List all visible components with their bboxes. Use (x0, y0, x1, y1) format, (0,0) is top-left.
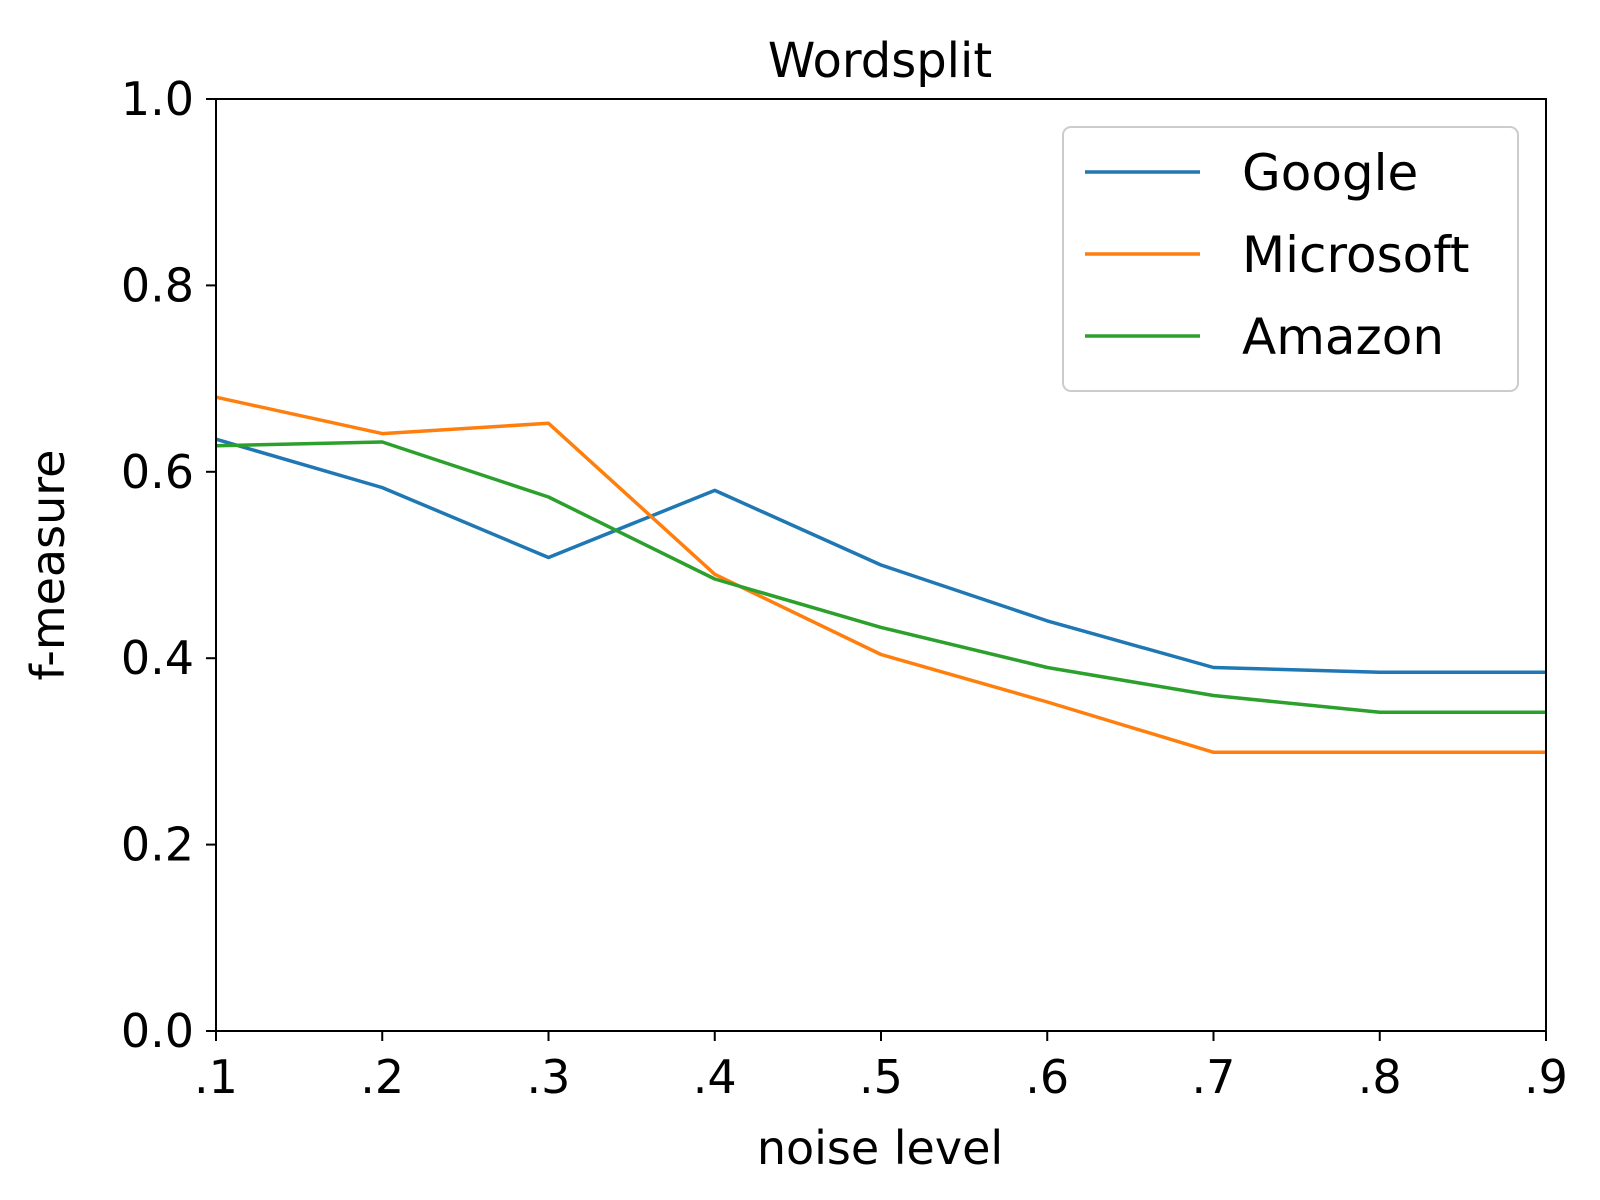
x-tick-label: .5 (859, 1050, 903, 1104)
series-layer (215, 395, 1547, 755)
y-axis-title: f-measure (21, 450, 75, 681)
x-tick-label: .1 (194, 1050, 238, 1104)
y-tick-label: 0.6 (121, 445, 194, 499)
x-axis: .1 .2 .3 .4 .5 .6 .7 .8 .9 (194, 1031, 1568, 1104)
legend-label-amazon: Amazon (1242, 308, 1444, 366)
chart-title: Wordsplit (768, 33, 992, 89)
series-line-amazon (215, 440, 1546, 715)
x-tick-label: .9 (1524, 1050, 1568, 1104)
legend: Google Microsoft Amazon (1062, 126, 1519, 392)
legend-label-microsoft: Microsoft (1242, 226, 1470, 284)
series-line-microsoft (215, 395, 1546, 755)
x-tick-label: .2 (360, 1050, 404, 1104)
x-tick-label: .4 (693, 1050, 737, 1104)
y-axis: 0.0 0.2 0.4 0.6 0.8 1.0 (121, 72, 216, 1058)
x-tick-label: .6 (1025, 1050, 1069, 1104)
x-axis-title: noise level (757, 1121, 1003, 1175)
y-tick-label: 0.4 (121, 631, 194, 685)
y-tick-label: 0.0 (121, 1004, 194, 1058)
y-tick-label: 1.0 (121, 72, 194, 126)
legend-frame (1062, 126, 1519, 392)
x-tick-label: .7 (1192, 1050, 1236, 1104)
y-tick-label: 0.8 (121, 258, 194, 312)
x-tick-label: .3 (527, 1050, 571, 1104)
legend-label-google: Google (1242, 144, 1418, 202)
legend-items: Google Microsoft Amazon (1085, 144, 1470, 366)
x-tick-label: .8 (1358, 1050, 1402, 1104)
y-tick-label: 0.2 (121, 818, 194, 872)
